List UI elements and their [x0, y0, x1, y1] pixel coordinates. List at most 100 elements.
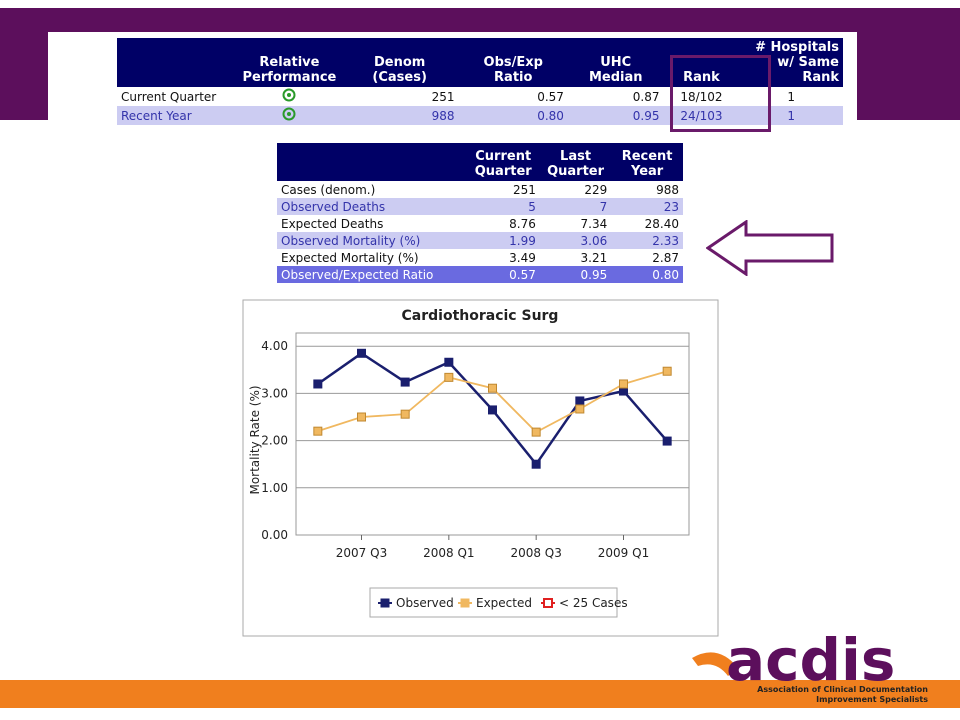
chart-title: Cardiothoracic Surg: [402, 308, 559, 324]
cell: 3.06: [580, 233, 608, 248]
legend-label: < 25 Cases: [559, 596, 628, 610]
performance-icon: [282, 107, 296, 121]
data-point: [662, 436, 672, 446]
data-point: [313, 426, 323, 436]
cell: 3.21: [580, 250, 608, 265]
cell: 1: [787, 89, 796, 104]
row: Observed Deaths 5 7 23: [277, 198, 683, 215]
cell: 8.76: [509, 216, 536, 231]
cell: 0.80: [652, 267, 679, 282]
header-cell: Recent Year: [621, 149, 673, 179]
y-tick-label: 4.00: [261, 339, 288, 353]
data-point: [357, 412, 366, 422]
cell: 988: [656, 182, 679, 197]
row: Cases (denom.) 251 229 988: [277, 181, 683, 198]
arrow-shape: [706, 220, 834, 276]
cell: 0.57: [537, 89, 564, 104]
header-cell: UHC Median: [588, 55, 643, 85]
row: Expected Mortality (%) 3.49 3.21 2.87: [277, 249, 683, 266]
cell: 2.33: [652, 233, 679, 248]
logo-text: acdis: [726, 626, 895, 694]
logo-tagline: Improvement Specialists: [816, 695, 928, 704]
cell: 251: [431, 89, 455, 104]
header-cell: Last Quarter: [547, 149, 605, 179]
logo: acdis Association of Clinical Documentat…: [692, 626, 928, 704]
cell: 0.95: [632, 108, 660, 123]
data-point: [488, 383, 497, 393]
footer-band: [0, 680, 960, 708]
y-tick-label: 0.00: [261, 528, 288, 542]
performance-icon: [282, 88, 296, 102]
header-cell: Obs/Exp Ratio: [483, 55, 543, 85]
data-point: [400, 409, 410, 419]
row: Current Quarter 251 0.57 0.87 18/102 1: [117, 87, 843, 106]
data-point: [400, 377, 410, 387]
data-point: [575, 396, 585, 406]
data-point: [444, 357, 454, 367]
x-tick-label: 2009 Q1: [598, 546, 649, 560]
cell: 7.34: [580, 216, 608, 231]
cell: 7: [599, 199, 608, 214]
cell: [238, 87, 341, 106]
cell: Observed Mortality (%): [281, 233, 421, 248]
cell: 24/103: [680, 108, 723, 123]
middle-table: Current Quarter Last Quarter Recent Year Ca…: [277, 143, 683, 283]
cell: 0.80: [537, 108, 564, 123]
cell: 251: [512, 182, 536, 197]
cell: Current Quarter: [121, 89, 217, 104]
rank-highlight: [670, 55, 771, 132]
cell: 1.99: [509, 233, 536, 248]
x-tick-label: 2008 Q3: [510, 546, 561, 560]
top-table: Relative Performance Denom (Cases) Obs/Exp…: [117, 38, 843, 125]
legend-swatch: [380, 598, 390, 608]
cell: Observed Deaths: [281, 199, 386, 214]
header-row: Relative Performance Denom (Cases) Obs/Exp…: [117, 38, 843, 87]
cell: 2.87: [652, 250, 679, 265]
cell: 988: [431, 108, 455, 123]
cell: 3.49: [509, 250, 536, 265]
cell: 229: [584, 182, 608, 197]
legend-label: Expected: [476, 596, 532, 610]
header-inset: [48, 32, 857, 132]
x-tick-label: 2007 Q3: [336, 546, 387, 560]
data-point: [357, 348, 366, 358]
header-cell: Current Quarter: [474, 149, 532, 179]
cell: 0.87: [632, 89, 660, 104]
row: Recent Year 988 0.80 0.95 24/103 1: [117, 106, 843, 125]
cell: [238, 106, 341, 125]
y-tick-label: 3.00: [261, 386, 288, 400]
data-point: [531, 459, 541, 469]
data-point: [575, 404, 585, 414]
data-point: [313, 379, 323, 389]
row: Observed/Expected Ratio 0.57 0.95 0.80: [277, 266, 683, 283]
data-point: [662, 366, 672, 376]
header-cell: # Hospitals w/ Same Rank: [755, 40, 839, 85]
y-axis-label: Mortality Rate (%): [248, 385, 262, 494]
logo-swoosh: [692, 652, 738, 676]
cell: 18/102: [680, 89, 723, 104]
legend-swatch: [543, 598, 553, 608]
header-cell: Rank: [683, 70, 720, 85]
cell: Observed/Expected Ratio: [281, 267, 434, 282]
logo-tagline: Association of Clinical Documentation: [757, 685, 928, 694]
data-point: [619, 379, 628, 389]
cell: 5: [528, 199, 536, 214]
header-cell: Relative Performance: [242, 55, 337, 85]
cell: 0.57: [509, 267, 536, 282]
cell: 1: [787, 108, 796, 123]
y-tick-label: 2.00: [261, 434, 288, 448]
plot-area: [295, 332, 690, 536]
arrow: [706, 220, 834, 276]
cell: Expected Mortality (%): [281, 250, 419, 265]
cell: 23: [663, 199, 679, 214]
data-point: [531, 427, 541, 437]
row: Expected Deaths 8.76 7.34 28.40: [277, 215, 683, 232]
header-row: Current Quarter Last Quarter Recent Year: [277, 143, 683, 181]
cell: 28.40: [644, 216, 679, 231]
legend-swatch: [460, 598, 470, 608]
row: Observed Mortality (%) 1.99 3.06 2.33: [277, 232, 683, 249]
legend-label: Observed: [396, 596, 454, 610]
cell: Expected Deaths: [281, 216, 384, 231]
